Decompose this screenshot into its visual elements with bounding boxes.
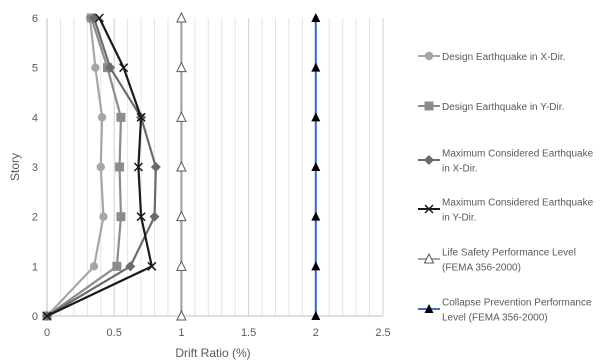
data-point — [311, 112, 321, 122]
data-point — [176, 11, 187, 23]
legend-label: Collapse Prevention Performance — [442, 298, 592, 309]
legend-item-4: Maximum Considered Earthquake in Y-Dir. — [418, 198, 594, 224]
series-2 — [42, 13, 126, 321]
y-tick-label: 1 — [32, 261, 38, 273]
data-point — [97, 113, 107, 122]
x-tick-label: 1 — [178, 327, 184, 339]
legend-marker — [424, 155, 434, 165]
data-point — [176, 260, 187, 271]
data-point — [112, 261, 122, 271]
data-point — [91, 63, 100, 72]
x-axis-title: Drift Ratio (%) — [175, 346, 250, 360]
legend-item-3: Maximum Considered Earthquake in X-Dir. — [418, 149, 594, 175]
x-tick-label: 2 — [313, 327, 319, 339]
data-point — [176, 61, 187, 73]
data-point — [119, 63, 129, 73]
data-point — [311, 211, 321, 221]
data-point — [311, 261, 321, 271]
axes — [46, 18, 383, 317]
data-point — [42, 311, 52, 321]
legend-marker — [424, 101, 434, 111]
x-tick-label: 0 — [44, 327, 50, 339]
series-line — [46, 17, 123, 317]
data-point — [176, 309, 187, 321]
legend-label: Maximum Considered Earthquake — [442, 198, 594, 209]
data-point — [136, 212, 146, 222]
data-point — [116, 112, 126, 122]
legend-marker — [424, 204, 434, 214]
data-point — [176, 210, 187, 222]
tick-labels: 0 0.5 1 1.5 2 2.5 0 1 2 3 4 5 6 — [32, 13, 391, 339]
series-4 — [42, 13, 157, 321]
legend-label: Maximum Considered Earthquake — [442, 149, 594, 160]
data-point — [115, 162, 125, 172]
y-tick-label: 0 — [32, 311, 38, 323]
legend: Design Earthquake in X-Dir. Design Earthq… — [418, 51, 594, 324]
legend-label: Design Earthquake in Y-Dir. — [442, 102, 564, 113]
legend-marker — [424, 304, 434, 313]
x-tick-label: 2.5 — [375, 327, 390, 339]
data-point — [311, 62, 321, 72]
data-point — [311, 162, 321, 171]
data-point — [96, 162, 105, 172]
x-tick-label: 1.5 — [241, 327, 256, 339]
series-layer — [42, 11, 321, 321]
y-tick-label: 5 — [32, 63, 38, 75]
data-point — [116, 212, 126, 222]
data-point — [176, 111, 187, 122]
series-5 — [176, 11, 187, 321]
y-tick-label: 2 — [32, 212, 38, 224]
data-point — [176, 160, 187, 172]
y-axis-title: Story — [8, 153, 22, 181]
legend-label: (FEMA 356-2000) — [442, 263, 521, 274]
data-point — [94, 13, 104, 23]
data-point — [133, 162, 143, 172]
legend-label: in Y-Dir. — [442, 213, 476, 224]
series-6 — [311, 13, 321, 320]
legend-item-6: Collapse Prevention Performance Level (FE… — [418, 298, 592, 324]
data-point — [99, 212, 108, 221]
data-point — [147, 261, 157, 271]
data-point — [89, 262, 99, 271]
data-point — [149, 211, 160, 222]
data-point — [105, 62, 116, 73]
legend-item-1: Design Earthquake in X-Dir. — [418, 51, 565, 63]
legend-item-5: Life Safety Performance Level (FEMA 356-2… — [418, 248, 576, 274]
series-1 — [42, 13, 108, 321]
legend-item-2: Design Earthquake in Y-Dir. — [418, 101, 564, 113]
legend-marker — [423, 252, 435, 264]
legend-marker — [424, 51, 434, 61]
data-point — [136, 112, 146, 122]
data-point — [125, 261, 136, 272]
legend-label: Life Safety Performance Level — [442, 248, 576, 259]
legend-label: Level (FEMA 356-2000) — [442, 313, 548, 324]
legend-label: Design Earthquake in X-Dir. — [442, 52, 565, 63]
data-point — [311, 13, 321, 22]
data-point — [150, 162, 161, 172]
data-point — [311, 311, 321, 320]
y-tick-label: 3 — [32, 162, 38, 174]
x-tick-label: 0.5 — [107, 327, 122, 339]
series-line — [46, 17, 105, 317]
y-tick-label: 4 — [32, 112, 38, 124]
y-tick-label: 6 — [32, 13, 38, 25]
legend-label: in X-Dir. — [442, 164, 478, 175]
